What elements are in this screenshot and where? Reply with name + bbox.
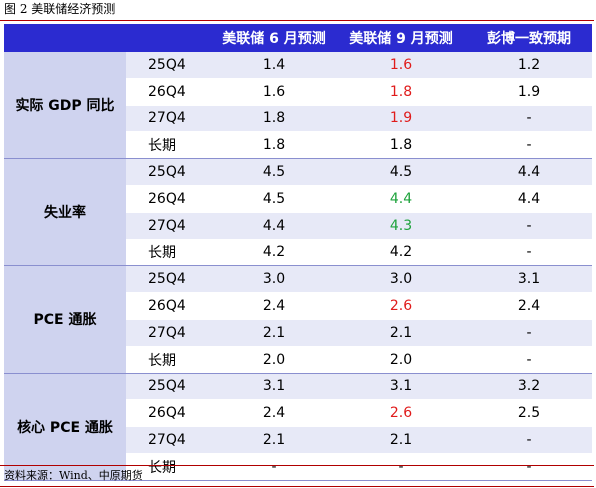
bloomberg-value: 4.4 bbox=[466, 185, 592, 213]
jun-value: 4.5 bbox=[212, 158, 336, 186]
sep-value: 4.3 bbox=[336, 212, 466, 240]
table-row: 27Q4 2.1 2.1- bbox=[4, 319, 592, 347]
period-cell: 27Q4 bbox=[126, 426, 212, 454]
sep-value: 1.8 bbox=[336, 131, 466, 160]
sep-value: 2.6 bbox=[336, 399, 466, 428]
header-bloomberg: 彭博一致预期 bbox=[466, 24, 592, 52]
period-cell: 26Q4 bbox=[126, 399, 212, 428]
bloomberg-value: - bbox=[466, 105, 592, 133]
period-cell: 26Q4 bbox=[126, 185, 212, 213]
bottom-rule bbox=[0, 465, 594, 466]
jun-value: 2.4 bbox=[212, 292, 336, 320]
jun-value: 4.4 bbox=[212, 212, 336, 240]
sep-value: 3.0 bbox=[336, 265, 466, 294]
sep-value: 4.4 bbox=[336, 185, 466, 213]
bloomberg-value: 3.1 bbox=[466, 265, 592, 294]
bloomberg-value: 2.4 bbox=[466, 292, 592, 320]
figure-title: 图 2 美联储经济预测 bbox=[4, 2, 116, 16]
sep-value: 4.5 bbox=[336, 158, 466, 186]
jun-value: 2.4 bbox=[212, 399, 336, 428]
table-body: 实际 GDP 同比 25Q4 1.4 1.6 1.2 26Q4 1.6 1.8 1.9 27Q4 1… bbox=[4, 52, 592, 481]
sep-value: 2.6 bbox=[336, 292, 466, 320]
table-row: 失业率 25Q4 4.5 4.5 4.4 bbox=[4, 158, 592, 267]
jun-value: 2.1 bbox=[212, 319, 336, 347]
table-row: 实际 GDP 同比 25Q4 1.4 1.6 1.2 bbox=[4, 52, 592, 160]
sep-value: 3.1 bbox=[336, 373, 466, 401]
period-cell: 长期 bbox=[126, 453, 212, 481]
bloomberg-value: 1.2 bbox=[466, 52, 592, 79]
bloomberg-value: 4.4 bbox=[466, 158, 592, 186]
table-row: 26Q4 2.4 2.6 2.4 bbox=[4, 292, 592, 320]
sep-value: 4.2 bbox=[336, 239, 466, 267]
sep-value: 1.6 bbox=[336, 52, 466, 79]
table-row: 26Q4 4.5 4.4 4.4 bbox=[4, 185, 592, 213]
table-row: 长期 4.2 4.2- bbox=[4, 239, 592, 267]
period-cell: 25Q4 bbox=[126, 373, 212, 401]
bloomberg-value: - bbox=[466, 131, 592, 160]
sep-value: 2.1 bbox=[336, 426, 466, 454]
table-row: 26Q4 2.4 2.6 2.5 bbox=[4, 399, 592, 428]
jun-value: - bbox=[212, 453, 336, 481]
bloomberg-value: - bbox=[466, 239, 592, 267]
sep-value: 2.0 bbox=[336, 346, 466, 374]
sep-value: 1.9 bbox=[336, 105, 466, 133]
bloomberg-value: 3.2 bbox=[466, 373, 592, 401]
header-cell bbox=[4, 24, 126, 52]
table-row: 27Q4 4.4 4.3- bbox=[4, 212, 592, 240]
bloomberg-value: 2.5 bbox=[466, 399, 592, 428]
period-cell: 长期 bbox=[126, 131, 212, 160]
period-cell: 26Q4 bbox=[126, 78, 212, 106]
group-label: 失业率 bbox=[4, 158, 126, 267]
jun-value: 1.4 bbox=[212, 52, 336, 79]
jun-value: 1.8 bbox=[212, 105, 336, 133]
header-sep: 美联储 9 月预测 bbox=[336, 24, 466, 52]
end-rule bbox=[0, 486, 594, 487]
group-label: 核心 PCE 通胀 bbox=[4, 373, 126, 481]
jun-value: 2.1 bbox=[212, 426, 336, 454]
jun-value: 3.0 bbox=[212, 265, 336, 294]
header-jun: 美联储 6 月预测 bbox=[212, 24, 336, 52]
sep-value: - bbox=[336, 453, 466, 481]
table-row: 27Q4 2.1 2.1- bbox=[4, 426, 592, 454]
forecast-table: 美联储 6 月预测 美联储 9 月预测 彭博一致预期 实际 GDP 同比 25Q4… bbox=[4, 24, 592, 481]
table-row: 长期 1.8 1.8- bbox=[4, 131, 592, 160]
period-cell: 27Q4 bbox=[126, 105, 212, 133]
sep-value: 1.8 bbox=[336, 78, 466, 106]
header-row: 美联储 6 月预测 美联储 9 月预测 彭博一致预期 bbox=[4, 24, 592, 52]
bloomberg-value: - bbox=[466, 346, 592, 374]
period-cell: 27Q4 bbox=[126, 212, 212, 240]
jun-value: 1.8 bbox=[212, 131, 336, 160]
header-cell bbox=[126, 24, 212, 52]
bloomberg-value: - bbox=[466, 453, 592, 481]
jun-value: 4.5 bbox=[212, 185, 336, 213]
table-row: 长期 - - - bbox=[4, 453, 592, 481]
jun-value: 2.0 bbox=[212, 346, 336, 374]
bloomberg-value: - bbox=[466, 319, 592, 347]
sep-value: 2.1 bbox=[336, 319, 466, 347]
group-label: PCE 通胀 bbox=[4, 265, 126, 374]
jun-value: 1.6 bbox=[212, 78, 336, 106]
jun-value: 4.2 bbox=[212, 239, 336, 267]
bloomberg-value: 1.9 bbox=[466, 78, 592, 106]
period-cell: 长期 bbox=[126, 346, 212, 374]
period-cell: 26Q4 bbox=[126, 292, 212, 320]
table-row: PCE 通胀 25Q4 3.0 3.0 3.1 bbox=[4, 265, 592, 374]
table-row: 26Q4 1.6 1.8 1.9 bbox=[4, 78, 592, 106]
period-cell: 27Q4 bbox=[126, 319, 212, 347]
period-cell: 长期 bbox=[126, 239, 212, 267]
table-row: 27Q4 1.8 1.9- bbox=[4, 105, 592, 133]
table-row: 核心 PCE 通胀 25Q4 3.1 3.1 3.2 bbox=[4, 373, 592, 481]
group-label: 实际 GDP 同比 bbox=[4, 52, 126, 160]
bloomberg-value: - bbox=[466, 426, 592, 454]
period-cell: 25Q4 bbox=[126, 158, 212, 186]
table-row: 长期 2.0 2.0- bbox=[4, 346, 592, 374]
period-cell: 25Q4 bbox=[126, 52, 212, 79]
source-note: 资料来源：Wind、中原期货 bbox=[4, 469, 143, 482]
jun-value: 3.1 bbox=[212, 373, 336, 401]
bloomberg-value: - bbox=[466, 212, 592, 240]
top-rule bbox=[0, 20, 594, 21]
period-cell: 25Q4 bbox=[126, 265, 212, 294]
